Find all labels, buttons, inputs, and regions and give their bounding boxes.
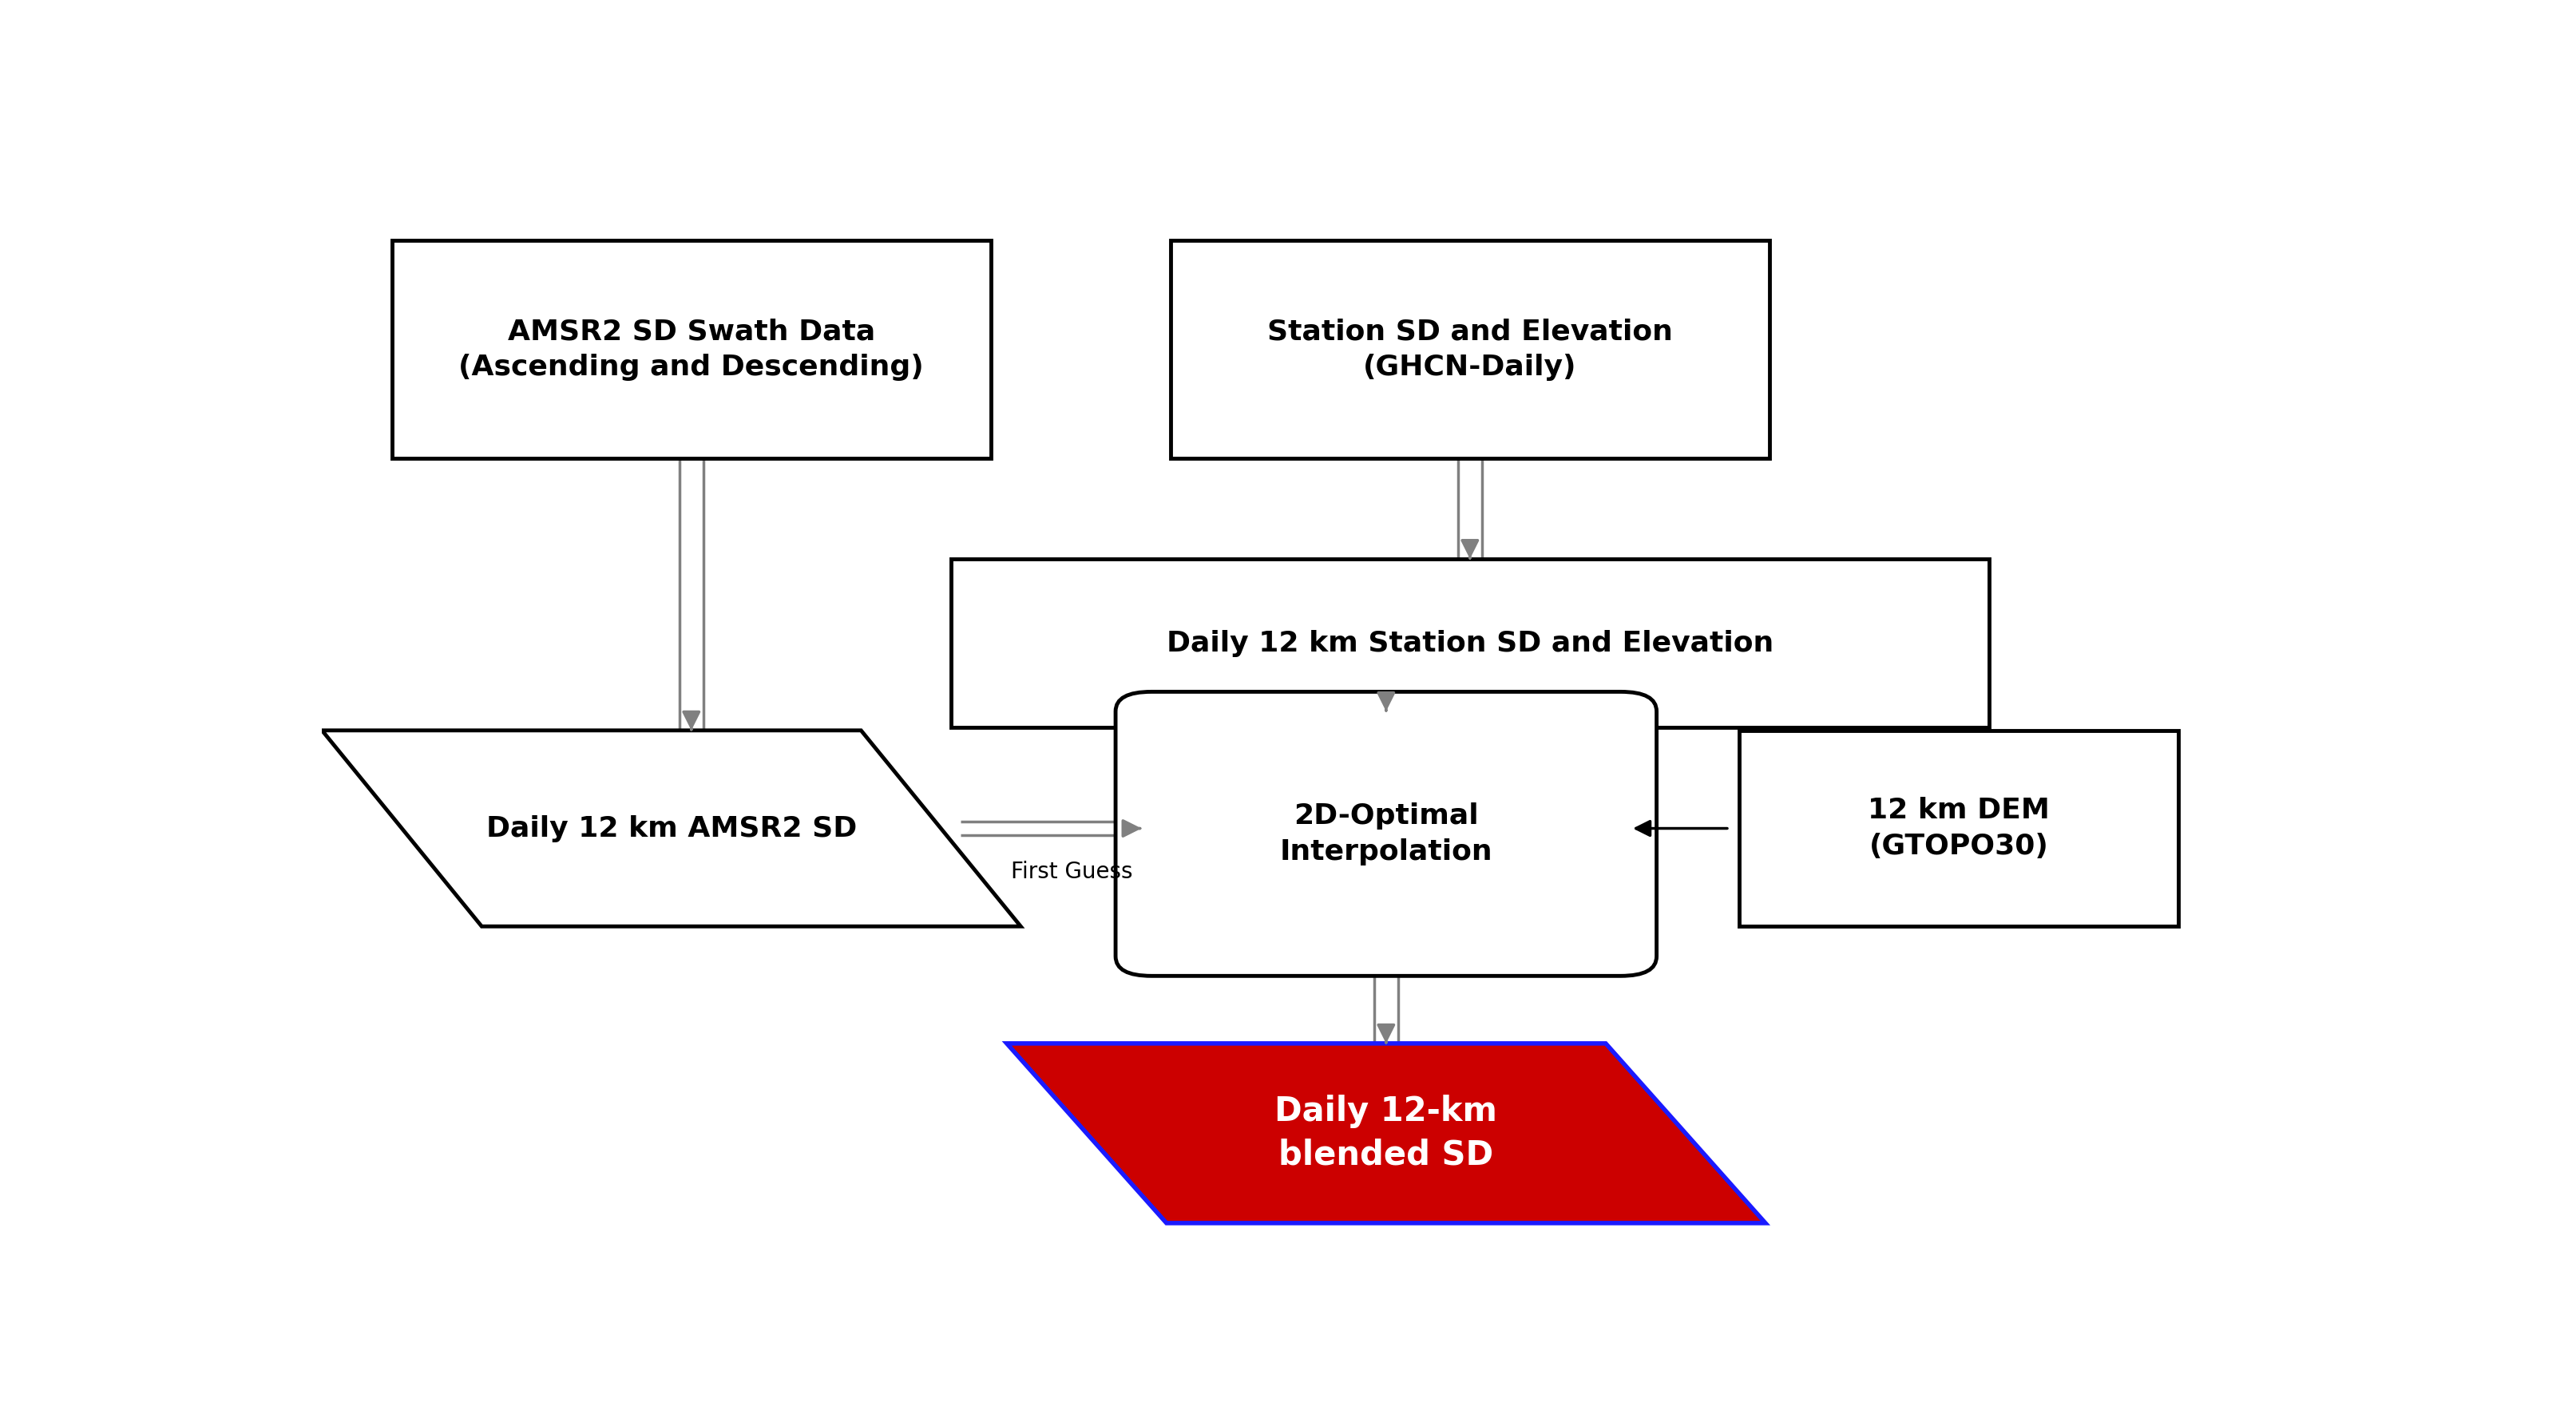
Text: Daily 12-km
blended SD: Daily 12-km blended SD [1275, 1094, 1497, 1172]
FancyBboxPatch shape [1739, 731, 2179, 926]
FancyBboxPatch shape [392, 240, 992, 458]
FancyBboxPatch shape [1115, 691, 1656, 976]
Text: 12 km DEM
(GTOPO30): 12 km DEM (GTOPO30) [1868, 797, 2050, 860]
Polygon shape [322, 731, 1020, 926]
FancyBboxPatch shape [951, 559, 1989, 728]
FancyBboxPatch shape [1170, 240, 1770, 458]
Text: Daily 12 km Station SD and Elevation: Daily 12 km Station SD and Elevation [1167, 629, 1772, 658]
Text: Station SD and Elevation
(GHCN-Daily): Station SD and Elevation (GHCN-Daily) [1267, 318, 1672, 380]
Text: AMSR2 SD Swath Data
(Ascending and Descending): AMSR2 SD Swath Data (Ascending and Desce… [459, 318, 925, 380]
Text: 2D-Optimal
Interpolation: 2D-Optimal Interpolation [1280, 802, 1492, 865]
Text: First Guess: First Guess [1012, 861, 1133, 884]
Text: Daily 12 km AMSR2 SD: Daily 12 km AMSR2 SD [487, 814, 858, 841]
Polygon shape [1007, 1044, 1765, 1223]
